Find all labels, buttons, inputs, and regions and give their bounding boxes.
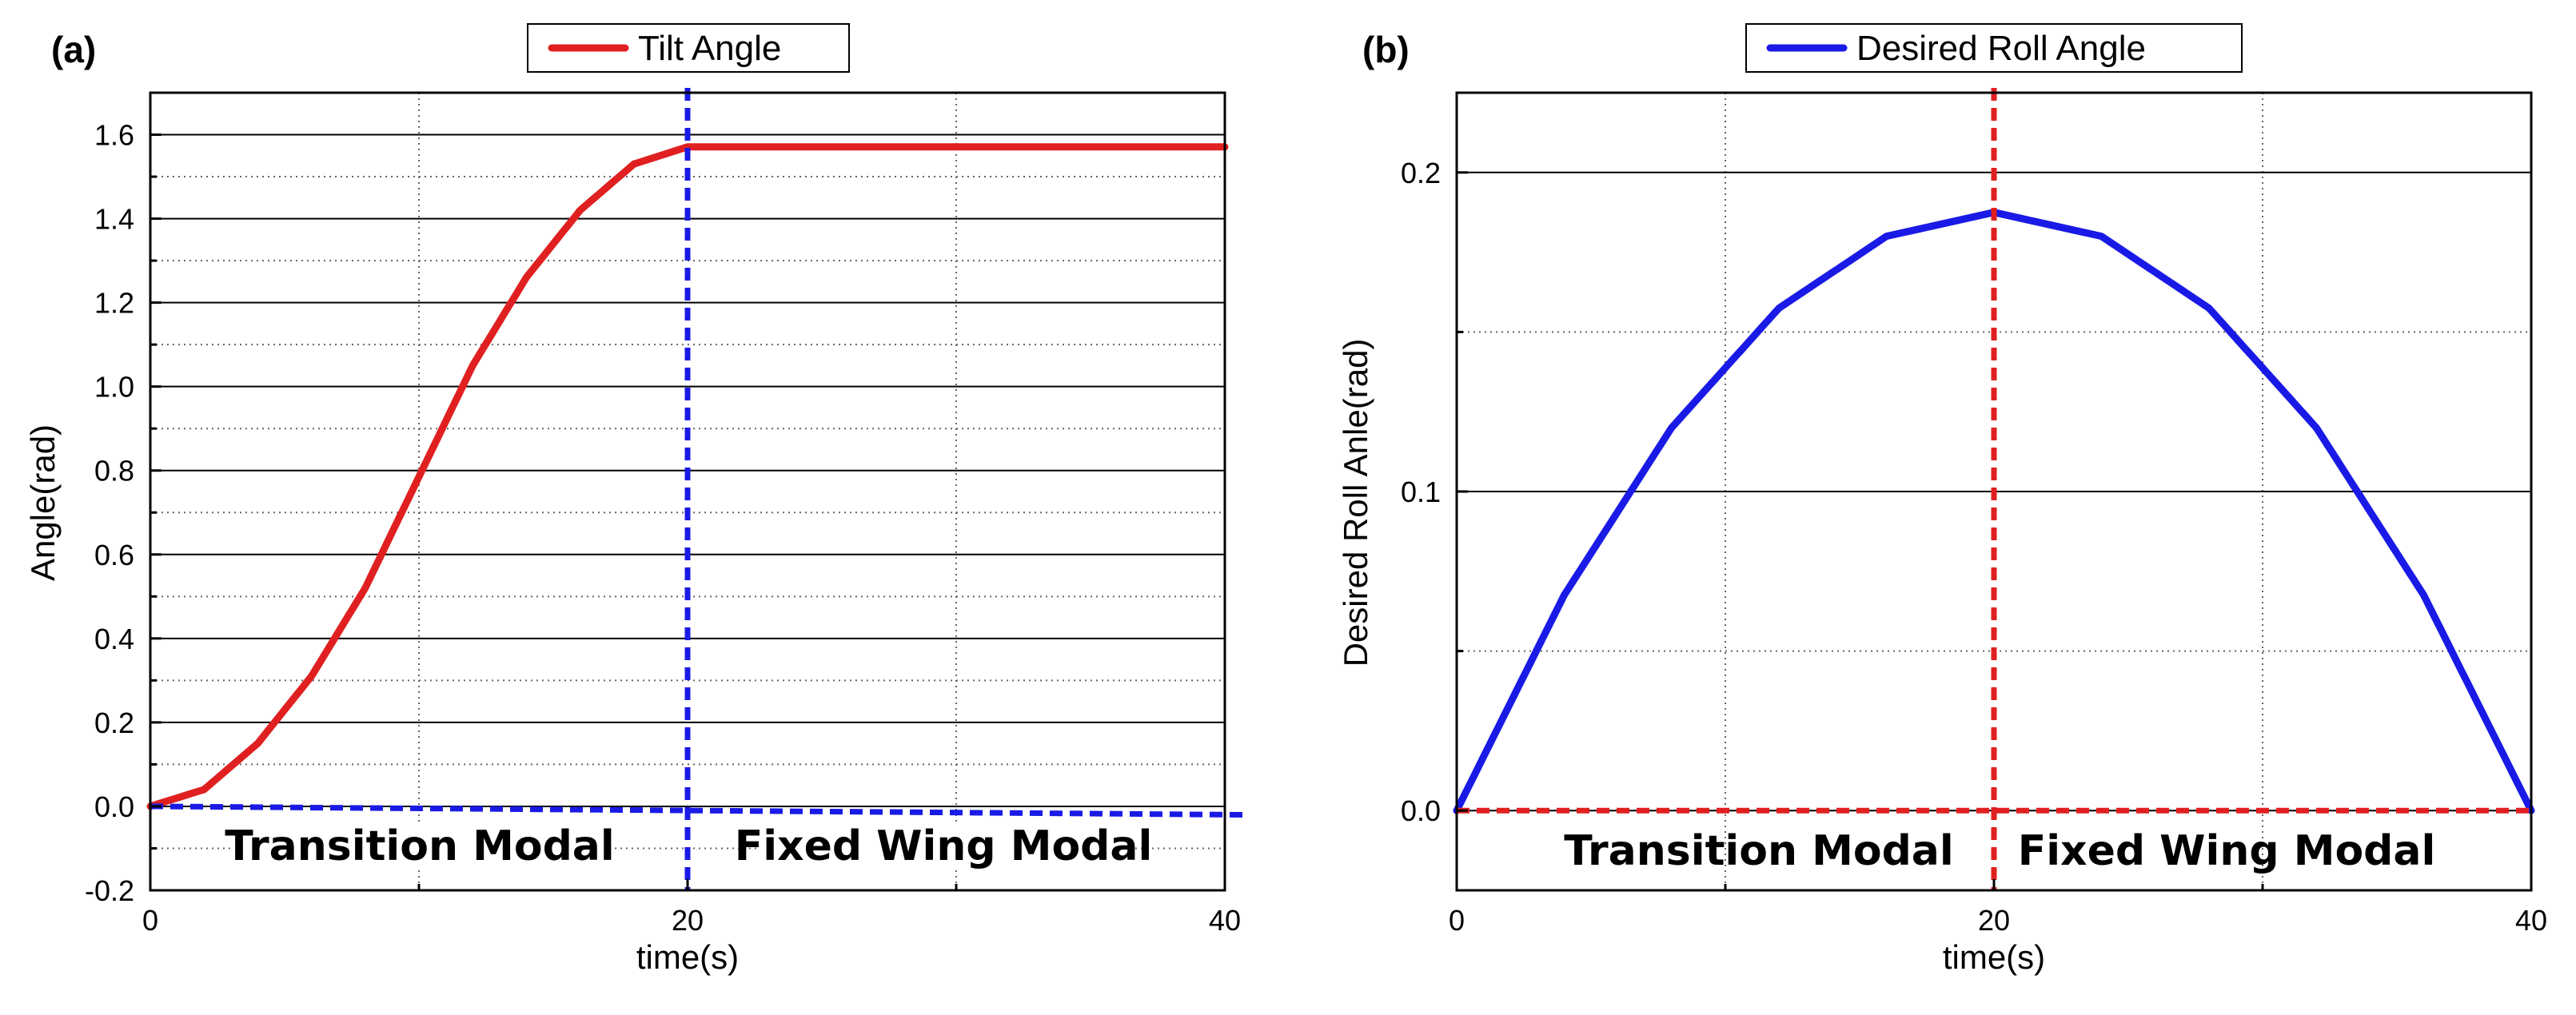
region-label: Transition Modal xyxy=(1564,827,1953,875)
y-axis-label: Angle(rad) xyxy=(24,424,62,581)
x-axis-label: time(s) xyxy=(1943,938,2045,976)
region-label: Fixed Wing Modal xyxy=(2018,827,2436,875)
panel-b: Transition Modal Fixed Wing Modal 0.0 0.1 0.… xyxy=(1337,23,2547,976)
legend-label: Desired Roll Angle xyxy=(1856,29,2146,68)
x-axis-label: time(s) xyxy=(636,938,739,976)
y-tick-label: 0.1 xyxy=(1401,476,1441,508)
x-tick-label: 0 xyxy=(1449,904,1465,937)
panel-label: (b) xyxy=(1362,29,1410,70)
region-label-bg xyxy=(758,822,1129,870)
x-tick-label: 20 xyxy=(672,904,704,937)
baseline-dashed-line xyxy=(150,803,1246,818)
legend-label: Tilt Angle xyxy=(638,29,781,68)
y-axis-label: Desired Roll Anle(rad) xyxy=(1337,339,1374,667)
region-label-bg xyxy=(234,822,605,870)
y-tick-label: 1.0 xyxy=(94,371,134,404)
y-tick-label: 0.4 xyxy=(94,623,134,655)
y-tick-label: 0.2 xyxy=(94,707,134,739)
y-tick-label: 0.0 xyxy=(1401,794,1441,827)
region-label: Fixed Wing Modal xyxy=(735,822,1153,870)
x-tick-label: 40 xyxy=(2515,904,2547,937)
x-tick-label: 20 xyxy=(1978,904,2010,937)
y-tick-label: 1.6 xyxy=(94,119,134,152)
y-tick-label: 1.4 xyxy=(94,203,134,236)
panel-a: Transition Modal Fixed Wing Modal -0.2 0.0 0… xyxy=(24,23,1246,976)
y-tick-label: 0.8 xyxy=(94,455,134,488)
y-tick-label: -0.2 xyxy=(85,874,134,907)
x-tick-label: 0 xyxy=(142,904,158,937)
series-line-tilt-angle xyxy=(146,143,1229,810)
y-tick-label: 1.2 xyxy=(94,287,134,320)
y-tick-label: 0.6 xyxy=(94,539,134,571)
region-label: Transition Modal xyxy=(225,822,614,870)
y-tick-label: 0.0 xyxy=(94,790,134,823)
y-tick-label: 0.2 xyxy=(1401,157,1441,189)
x-tick-label: 40 xyxy=(1209,904,1241,937)
panel-label: (a) xyxy=(51,29,96,70)
